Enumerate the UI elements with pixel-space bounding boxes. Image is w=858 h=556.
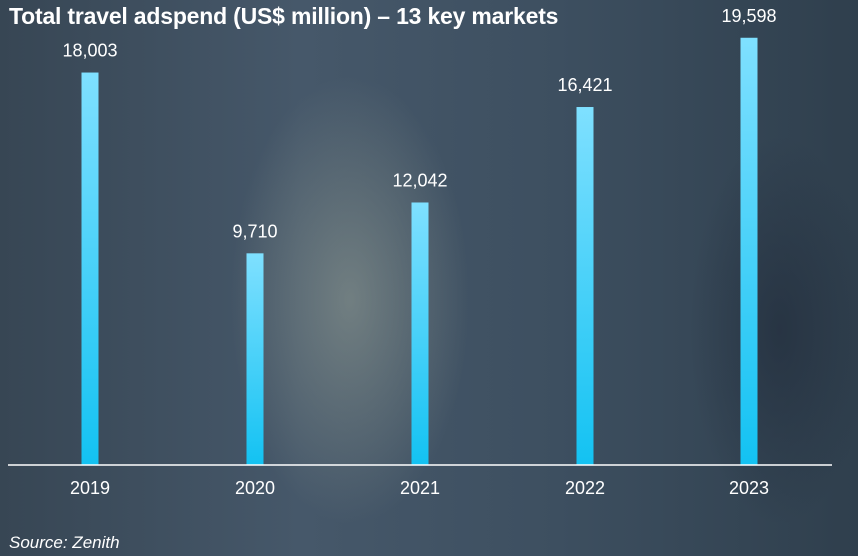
x-tick-label-2023: 2023 — [729, 478, 769, 498]
bar-2020 — [246, 253, 264, 465]
value-label-2022: 16,421 — [557, 75, 612, 95]
chart-title: Total travel adspend (US$ million) – 13 … — [9, 3, 559, 29]
bars-group — [81, 37, 758, 465]
value-label-2019: 18,003 — [62, 41, 117, 61]
source-note: Source: Zenith — [9, 533, 120, 552]
x-tick-label-2021: 2021 — [400, 478, 440, 498]
value-label-2023: 19,598 — [721, 6, 776, 26]
x-tick-label-2022: 2022 — [565, 478, 605, 498]
x-tick-label-2019: 2019 — [70, 478, 110, 498]
labels-group: 18,003 2019 9,710 2020 12,042 2021 16,421 2022 1… — [62, 6, 776, 498]
bar-2019 — [81, 72, 99, 465]
value-label-2021: 12,042 — [392, 170, 447, 190]
bar-2022 — [576, 107, 594, 465]
value-label-2020: 9,710 — [232, 221, 277, 241]
x-tick-label-2020: 2020 — [235, 478, 275, 498]
bar-2021 — [411, 202, 429, 465]
bar-2023 — [740, 37, 758, 465]
